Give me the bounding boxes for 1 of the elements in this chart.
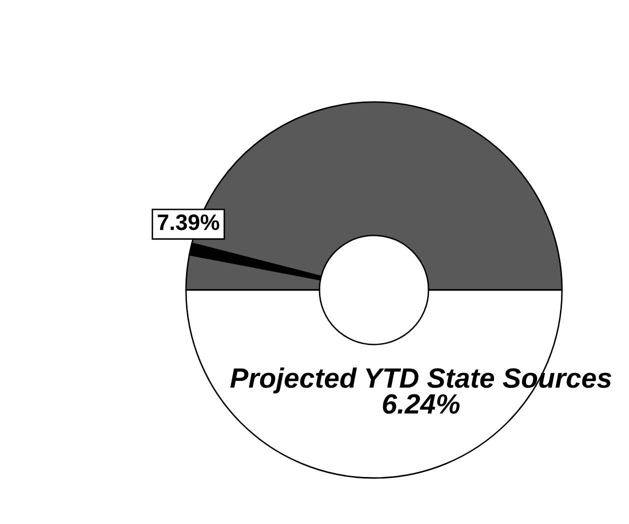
text: 7.39% [158, 214, 220, 230]
